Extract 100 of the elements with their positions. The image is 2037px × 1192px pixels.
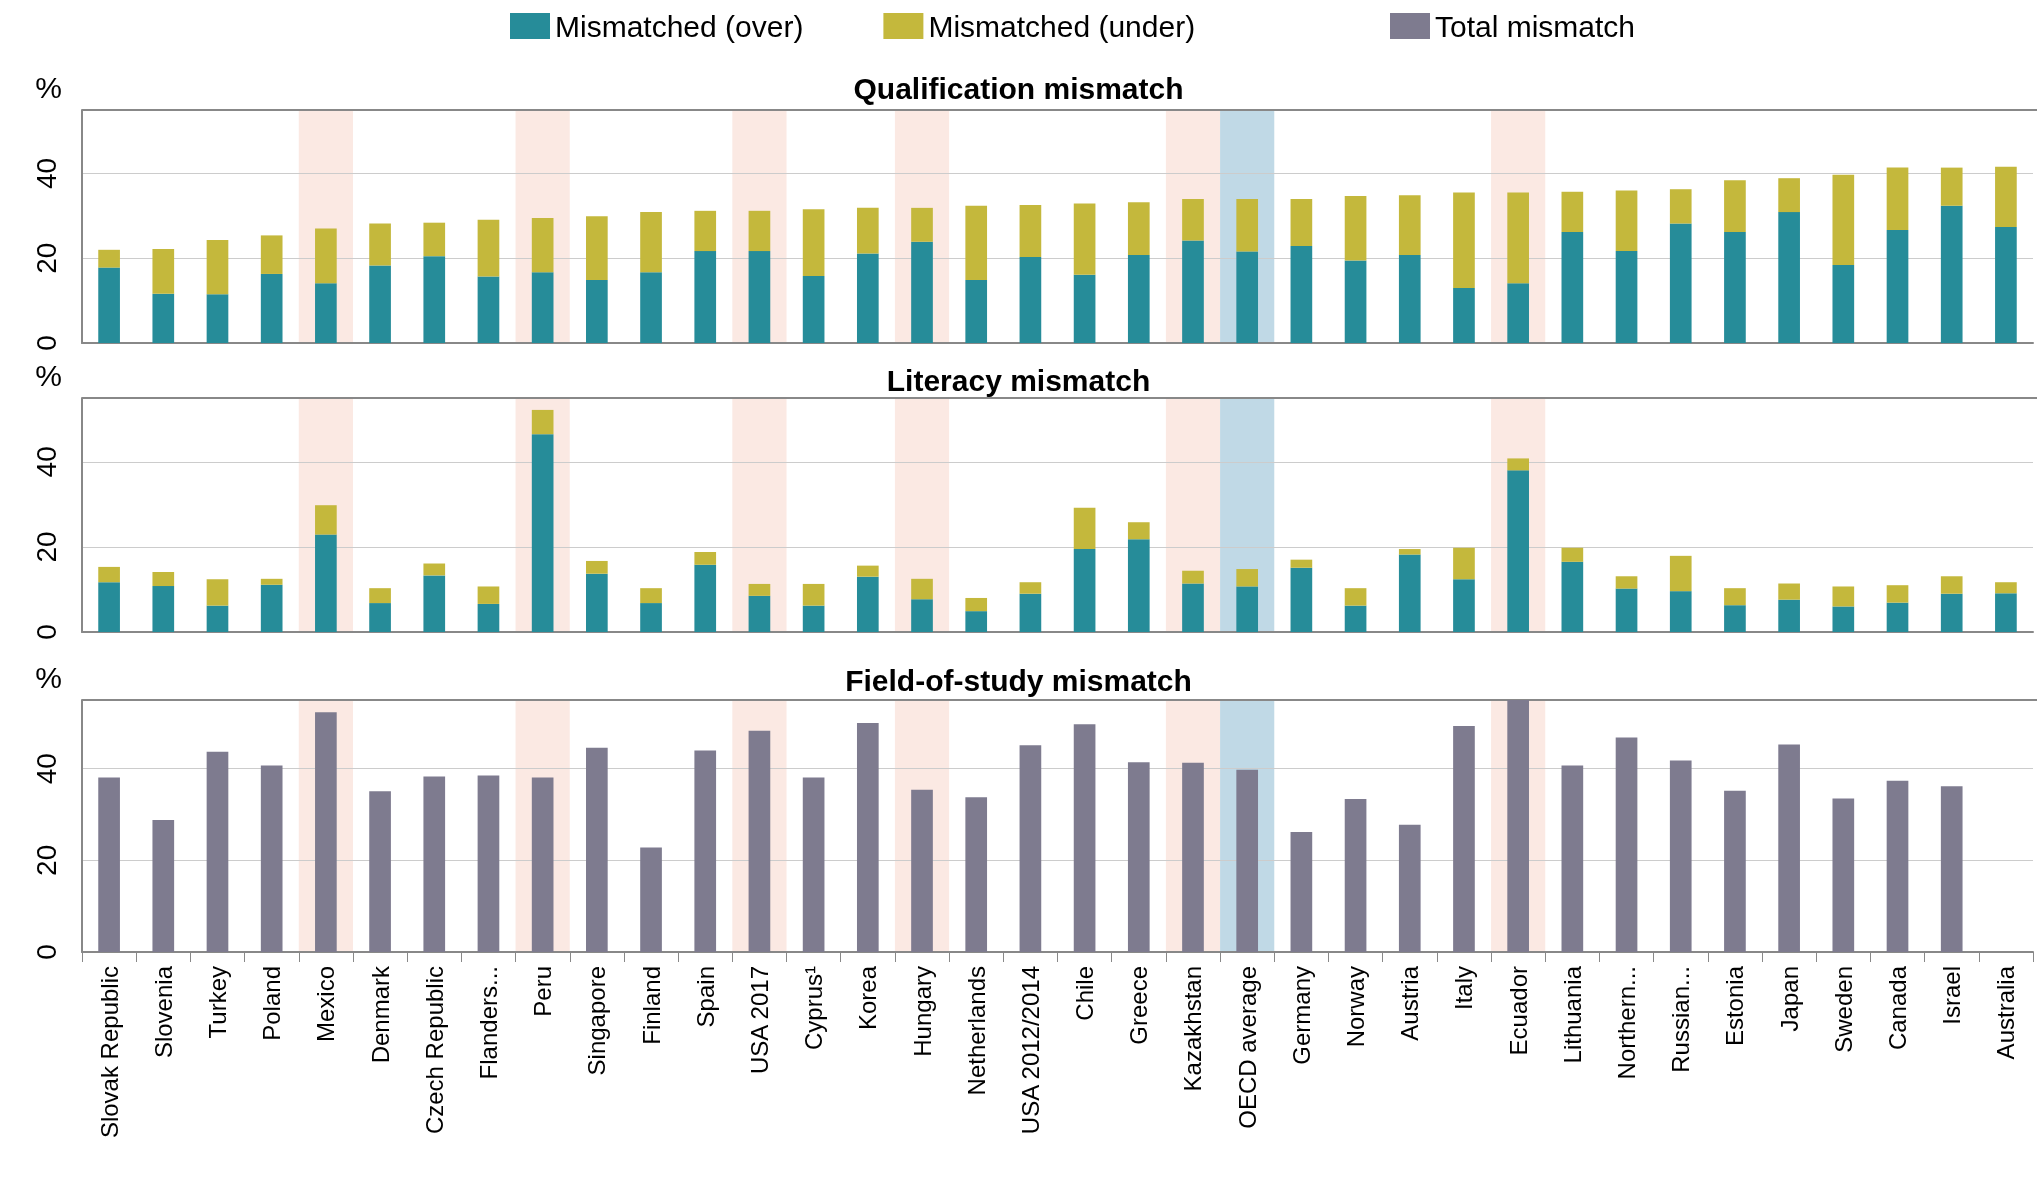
bar — [1561, 232, 1584, 343]
x-tick-label: Chile — [1071, 966, 1099, 1021]
bar — [1615, 190, 1638, 252]
bar — [1236, 586, 1259, 632]
bar — [1886, 229, 1909, 343]
bar — [1669, 760, 1692, 952]
bar — [1453, 726, 1475, 952]
bar — [1561, 561, 1584, 632]
bar — [1453, 579, 1475, 632]
bar — [1507, 192, 1529, 284]
bar — [206, 579, 229, 606]
bar — [1886, 585, 1909, 603]
x-tick-label: Israel — [1938, 966, 1966, 1025]
bar — [1019, 204, 1042, 257]
bar — [1236, 569, 1259, 587]
bar — [1398, 554, 1421, 632]
bar — [98, 582, 120, 632]
bar — [1832, 606, 1855, 632]
bar — [802, 276, 825, 343]
bar — [531, 218, 554, 273]
bar — [1615, 576, 1638, 589]
bar — [1615, 251, 1638, 343]
bar — [911, 599, 933, 632]
bar — [1995, 226, 2017, 343]
bar — [1398, 195, 1421, 255]
y-tick-label: 0 — [30, 944, 62, 960]
bar — [423, 563, 446, 576]
bar — [152, 293, 175, 343]
bar — [1290, 245, 1313, 343]
bar — [1073, 274, 1096, 343]
bar — [477, 276, 500, 343]
bar — [1561, 765, 1584, 952]
x-tick-label: Northern... — [1613, 966, 1641, 1080]
bar — [694, 210, 717, 252]
bar — [477, 775, 500, 952]
x-tick-label: Russian... — [1667, 966, 1695, 1073]
bar — [1995, 582, 2017, 594]
bar — [1398, 549, 1421, 555]
bar — [369, 223, 391, 266]
bar — [802, 583, 825, 606]
bar — [1778, 599, 1800, 632]
x-tick-label: Netherlands — [962, 966, 990, 1096]
bar — [694, 251, 717, 343]
bar — [1344, 588, 1367, 606]
bar — [1778, 744, 1800, 952]
bar — [260, 235, 283, 274]
bar — [98, 566, 120, 583]
bar — [586, 560, 608, 574]
y-tick-label: 0 — [30, 335, 62, 351]
bar — [1182, 570, 1204, 584]
x-tick-label: Ecuador — [1504, 965, 1532, 1056]
legend-label: Mismatched (over) — [555, 9, 804, 43]
bar — [1290, 559, 1313, 568]
bar — [1290, 831, 1313, 952]
bar — [315, 505, 337, 535]
bar — [152, 248, 175, 294]
bar — [260, 578, 283, 585]
bar — [315, 228, 337, 284]
bar — [1724, 605, 1746, 632]
x-tick-label: Flanders... — [474, 966, 502, 1080]
bar — [1344, 260, 1367, 343]
x-tick-label: Slovenia — [149, 965, 177, 1059]
x-tick-label: Cyprus¹ — [800, 966, 828, 1051]
bar — [423, 776, 446, 952]
bar — [965, 205, 988, 280]
x-tick-label: USA 2012/2014 — [1016, 966, 1044, 1135]
bar — [748, 595, 771, 632]
bar — [1290, 567, 1313, 632]
bar — [152, 586, 175, 632]
bar — [1995, 593, 2017, 632]
bar — [1236, 769, 1259, 952]
bar — [369, 265, 391, 343]
bar — [206, 240, 229, 295]
y-tick-label: 40 — [30, 157, 62, 190]
bar — [98, 249, 120, 268]
bar — [98, 267, 120, 343]
bar — [1507, 458, 1529, 471]
bar — [1127, 522, 1150, 540]
bar — [1182, 583, 1204, 632]
bar — [802, 605, 825, 632]
x-tick-label: Mexico — [312, 966, 340, 1043]
bar — [856, 576, 879, 632]
x-tick-label: Czech Republic — [420, 966, 448, 1135]
bar — [1669, 223, 1692, 343]
bar — [640, 272, 662, 343]
x-tick-label: USA 2017 — [745, 966, 773, 1075]
bar — [802, 777, 825, 952]
bar — [98, 777, 120, 952]
bar — [911, 207, 933, 242]
bar — [1778, 178, 1800, 213]
y-tick-label: 0 — [30, 624, 62, 640]
bar — [315, 283, 337, 343]
x-tick-label: Peru — [529, 966, 557, 1017]
bar — [423, 256, 446, 343]
legend-label: Total mismatch — [1435, 9, 1636, 43]
chart-title: Field-of-study mismatch — [845, 663, 1192, 697]
bar — [1940, 593, 1963, 632]
bar — [477, 603, 500, 632]
chart-title: Literacy mismatch — [886, 363, 1151, 397]
bar — [1669, 555, 1692, 592]
